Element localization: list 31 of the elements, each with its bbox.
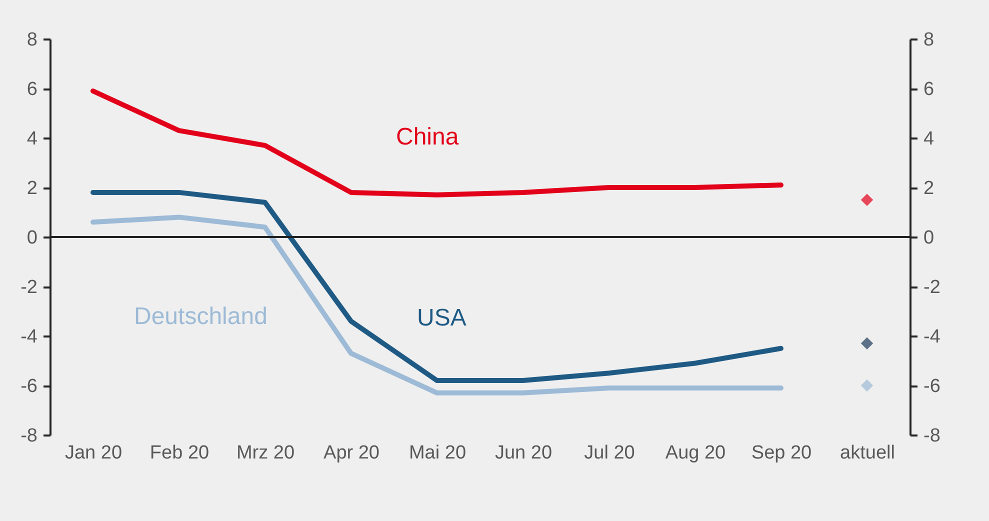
y-tick-label: 6 [26,79,38,100]
x-tick-label: Mai 20 [408,442,466,464]
y-tick-label: 4 [26,128,38,150]
y-tick-label: -6 [20,376,38,397]
y-tick-label: -8 [20,426,38,446]
y-tick-label: -4 [20,326,38,348]
x-tick-label: Jan 20 [64,442,122,464]
series-label: China [396,123,460,150]
series-label: Deutschland [134,303,268,330]
y-tick-label: -2 [20,277,38,298]
y-tick-label: 8 [26,30,38,50]
x-tick-label: Jun 20 [494,442,552,464]
x-tick-label: Jul 20 [584,442,635,464]
y2-tick-label: 6 [924,79,934,100]
x-tick-label: Feb 20 [150,442,210,464]
y2-tick-label: 0 [924,228,934,248]
y2-tick-label: 4 [924,128,934,150]
y2-tick-label: -4 [924,326,941,348]
series-label: USA [417,304,466,332]
x-tick-label: Aug 20 [665,442,726,464]
y-tick-label: 2 [26,178,38,199]
x-tick-label: Apr 20 [324,442,380,464]
y2-tick-label: 2 [924,178,934,199]
x-tick-label: Sep 20 [751,442,812,464]
y2-tick-label: -6 [924,376,940,397]
x-tick-label: Mrz 20 [236,442,295,464]
y-tick-label: 0 [26,228,38,248]
y2-tick-label: -2 [924,277,940,298]
x-tick-label: aktuell [840,442,895,464]
y2-tick-label: -8 [924,426,940,446]
y2-tick-label: 8 [924,30,934,50]
